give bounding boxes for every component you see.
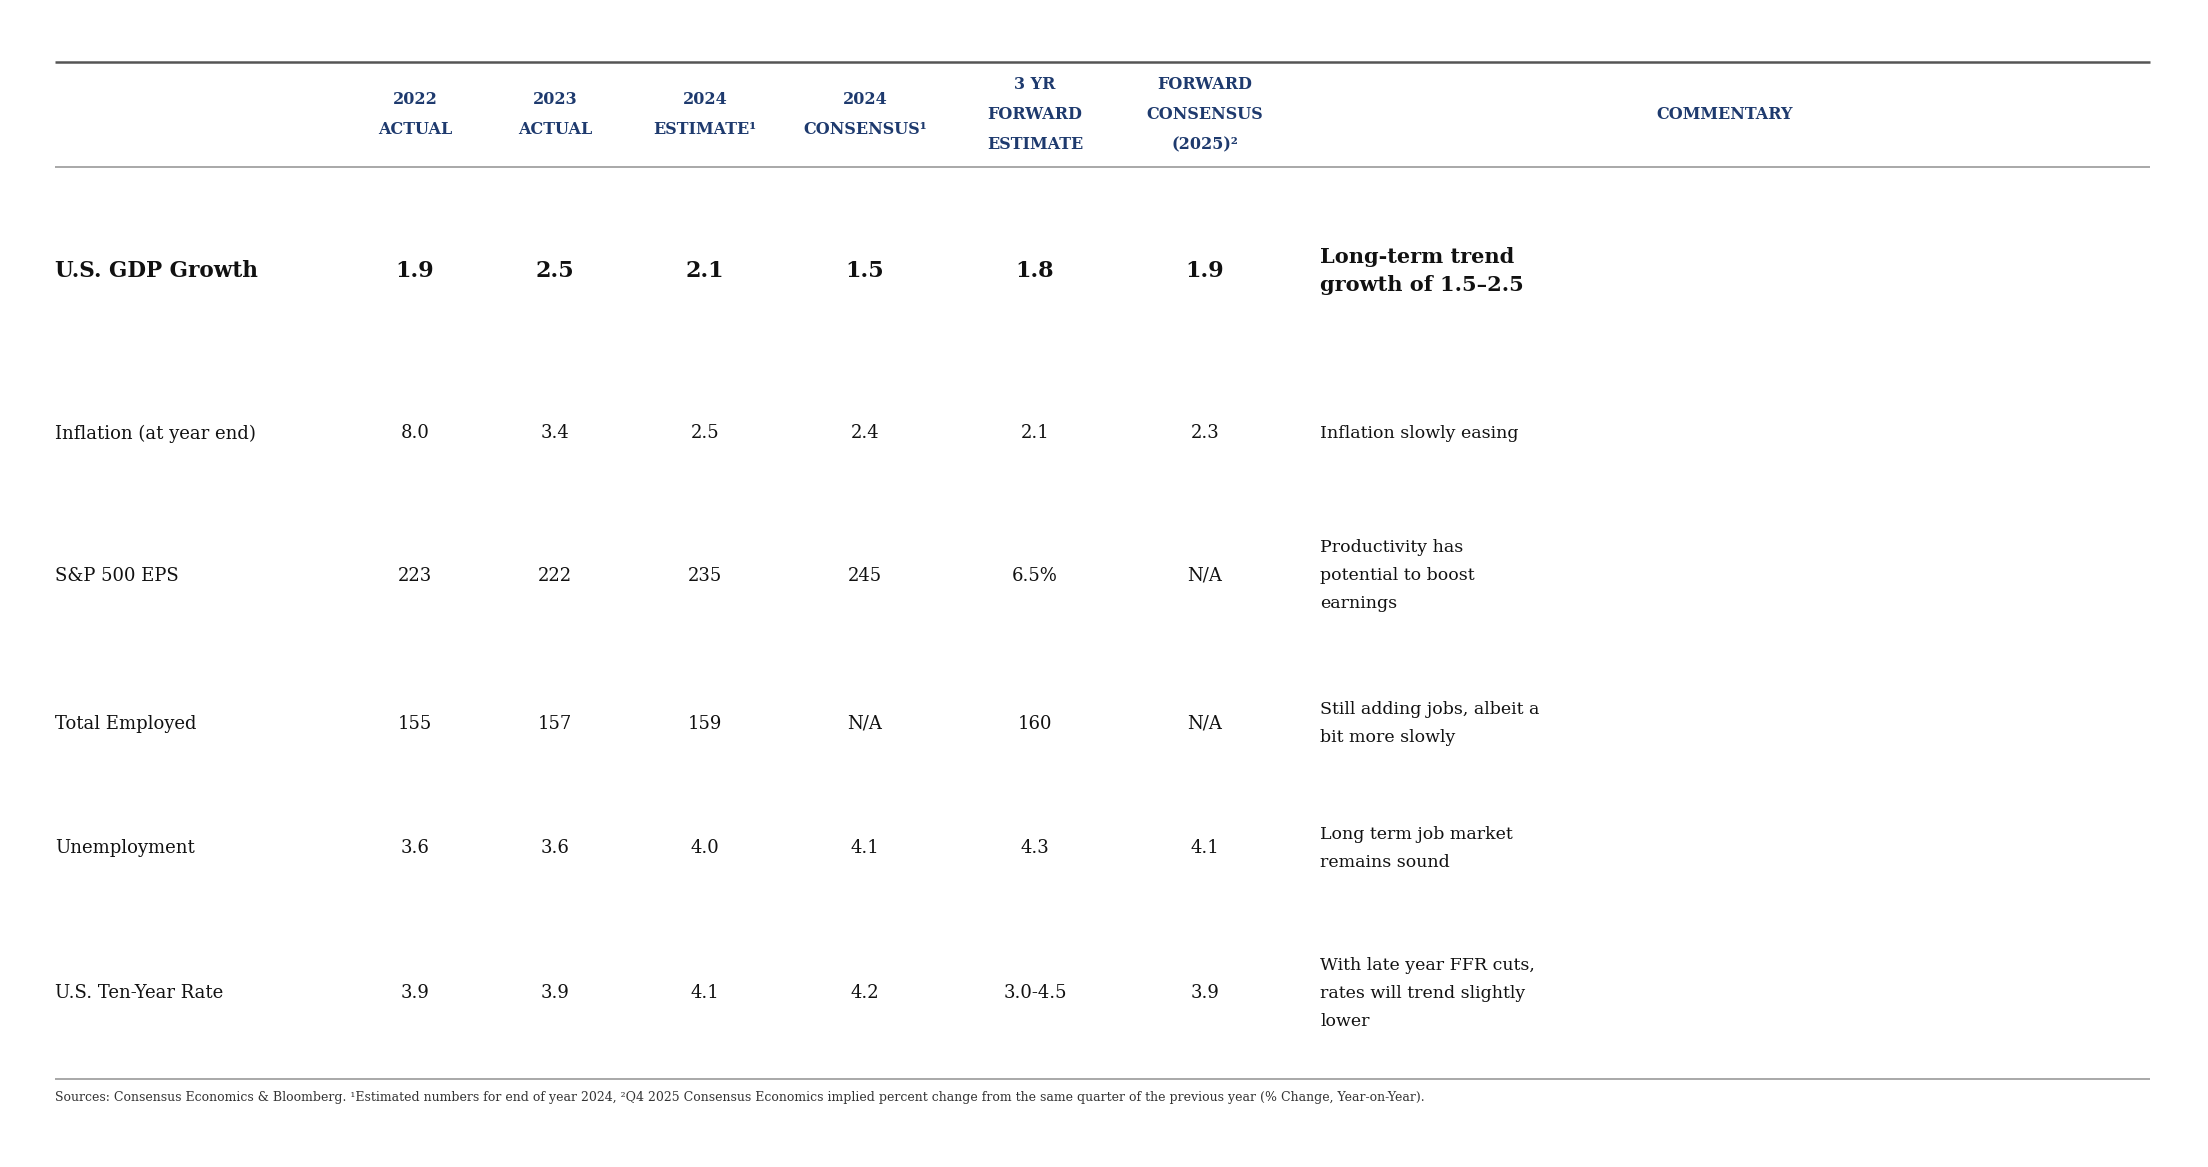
Text: ESTIMATE: ESTIMATE — [987, 137, 1084, 153]
Text: 235: 235 — [689, 567, 722, 585]
Text: CONSENSUS¹: CONSENSUS¹ — [804, 121, 927, 138]
Text: FORWARD: FORWARD — [987, 106, 1082, 123]
Text: Long-term trend: Long-term trend — [1320, 246, 1515, 266]
Text: 4.1: 4.1 — [850, 839, 879, 857]
Text: 1.9: 1.9 — [395, 259, 435, 281]
Text: 2024: 2024 — [843, 91, 888, 109]
Text: (2025)²: (2025)² — [1172, 137, 1239, 153]
Text: 157: 157 — [539, 714, 572, 733]
Text: Still adding jobs, albeit a: Still adding jobs, albeit a — [1320, 701, 1539, 718]
Text: 3.9: 3.9 — [541, 984, 570, 1002]
Text: 2023: 2023 — [532, 91, 576, 109]
Text: 3 YR: 3 YR — [1013, 76, 1055, 93]
Text: 155: 155 — [397, 714, 433, 733]
Text: ACTUAL: ACTUAL — [378, 121, 453, 138]
Text: N/A: N/A — [1188, 714, 1223, 733]
Text: 4.3: 4.3 — [1020, 839, 1049, 857]
Text: With late year FFR cuts,: With late year FFR cuts, — [1320, 957, 1535, 973]
Text: N/A: N/A — [1188, 567, 1223, 585]
Text: 4.0: 4.0 — [691, 839, 720, 857]
Text: Unemployment: Unemployment — [55, 839, 194, 857]
Text: growth of 1.5–2.5: growth of 1.5–2.5 — [1320, 274, 1524, 294]
Text: 223: 223 — [397, 567, 433, 585]
Text: 2.1: 2.1 — [687, 259, 724, 281]
Text: N/A: N/A — [848, 714, 883, 733]
Text: FORWARD: FORWARD — [1157, 76, 1252, 93]
Text: Inflation slowly easing: Inflation slowly easing — [1320, 425, 1519, 442]
Text: Total Employed: Total Employed — [55, 714, 197, 733]
Text: 3.0-4.5: 3.0-4.5 — [1002, 984, 1066, 1002]
Text: bit more slowly: bit more slowly — [1320, 729, 1455, 746]
Text: 2.3: 2.3 — [1190, 425, 1219, 442]
Text: U.S. Ten-Year Rate: U.S. Ten-Year Rate — [55, 984, 223, 1002]
Text: 8.0: 8.0 — [400, 425, 428, 442]
Text: earnings: earnings — [1320, 595, 1398, 613]
Text: 3.4: 3.4 — [541, 425, 570, 442]
Text: 1.9: 1.9 — [1186, 259, 1223, 281]
Text: Inflation (at year end): Inflation (at year end) — [55, 425, 256, 442]
Text: 2024: 2024 — [682, 91, 726, 109]
Text: 4.1: 4.1 — [691, 984, 720, 1002]
Text: 2022: 2022 — [393, 91, 437, 109]
Text: Sources: Consensus Economics & Bloomberg. ¹Estimated numbers for end of year 202: Sources: Consensus Economics & Bloomberg… — [55, 1091, 1424, 1104]
Text: 159: 159 — [689, 714, 722, 733]
Text: 2.1: 2.1 — [1020, 425, 1049, 442]
Text: 3.6: 3.6 — [400, 839, 428, 857]
Text: 4.2: 4.2 — [850, 984, 879, 1002]
Text: ACTUAL: ACTUAL — [519, 121, 592, 138]
Text: 2.5: 2.5 — [537, 259, 574, 281]
Text: rates will trend slightly: rates will trend slightly — [1320, 985, 1526, 1001]
Text: 1.5: 1.5 — [846, 259, 885, 281]
Text: CONSENSUS: CONSENSUS — [1146, 106, 1263, 123]
Text: 222: 222 — [539, 567, 572, 585]
Text: 245: 245 — [848, 567, 881, 585]
Text: 2.5: 2.5 — [691, 425, 720, 442]
Text: 160: 160 — [1018, 714, 1053, 733]
Text: 3.9: 3.9 — [400, 984, 428, 1002]
Text: lower: lower — [1320, 1013, 1369, 1029]
Text: U.S. GDP Growth: U.S. GDP Growth — [55, 259, 258, 281]
Text: 4.1: 4.1 — [1190, 839, 1219, 857]
Text: remains sound: remains sound — [1320, 853, 1451, 871]
Text: ESTIMATE¹: ESTIMATE¹ — [654, 121, 757, 138]
Text: 2.4: 2.4 — [850, 425, 879, 442]
Text: 3.9: 3.9 — [1190, 984, 1219, 1002]
Text: COMMENTARY: COMMENTARY — [1656, 106, 1793, 123]
Text: 3.6: 3.6 — [541, 839, 570, 857]
Text: Productivity has: Productivity has — [1320, 539, 1464, 557]
Text: 1.8: 1.8 — [1016, 259, 1053, 281]
Text: Long term job market: Long term job market — [1320, 825, 1512, 843]
Text: potential to boost: potential to boost — [1320, 567, 1475, 585]
Text: 6.5%: 6.5% — [1011, 567, 1058, 585]
Text: S&P 500 EPS: S&P 500 EPS — [55, 567, 179, 585]
